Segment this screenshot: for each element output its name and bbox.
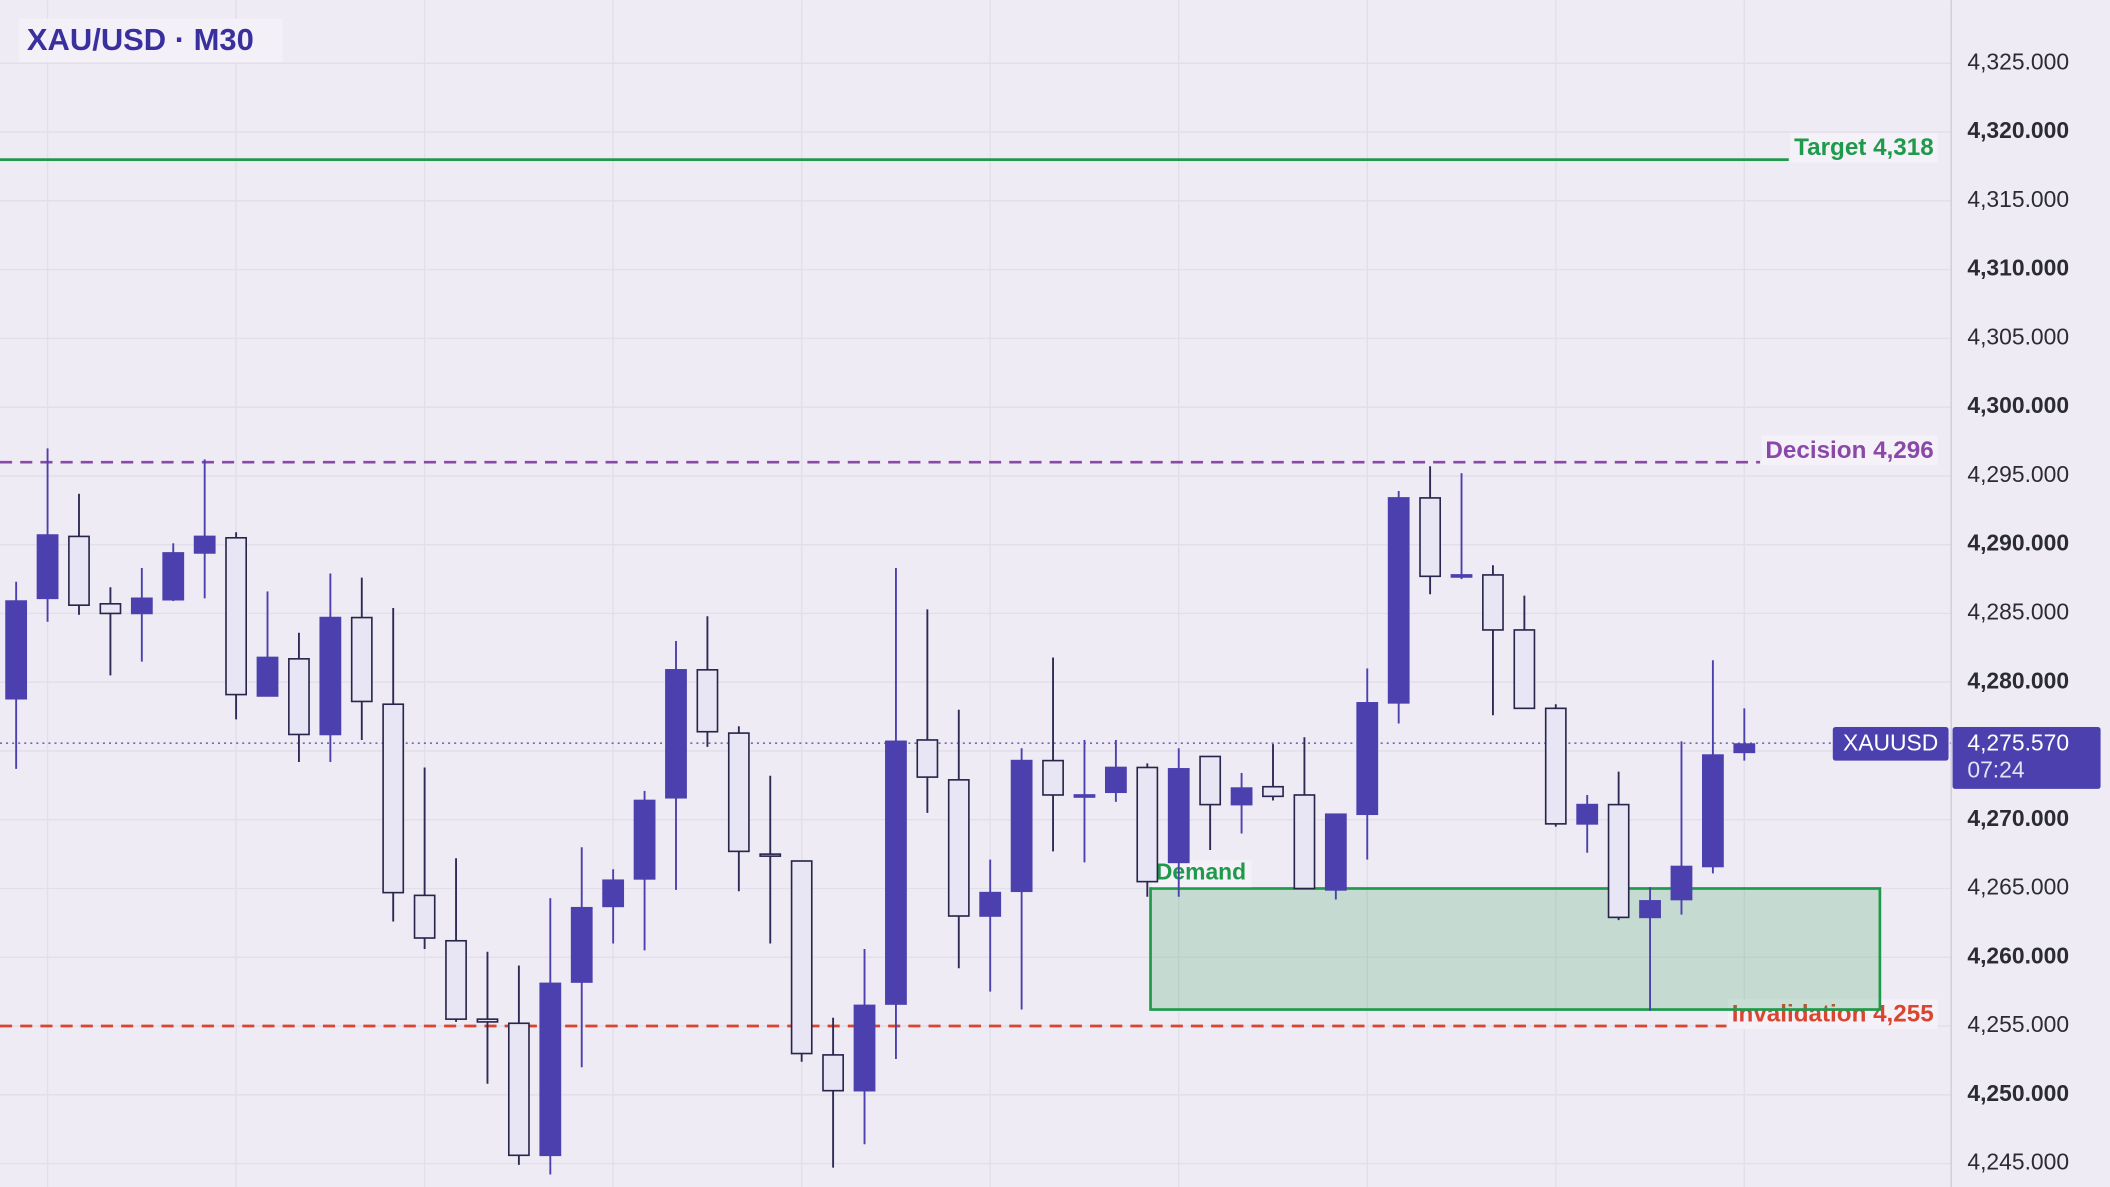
countdown-label: 07:24	[1967, 756, 2024, 782]
candle-body	[1670, 865, 1693, 901]
candle-body	[1293, 794, 1316, 890]
candle-body	[633, 799, 656, 880]
candle-body	[5, 600, 28, 700]
candle-body	[1230, 787, 1253, 806]
zone-label-bg	[1151, 860, 1252, 888]
candle-body	[193, 535, 216, 554]
y-tick-label: 4,250.000	[1967, 1080, 2069, 1106]
candle-body	[1607, 803, 1630, 919]
candle-body	[602, 879, 625, 908]
y-tick-label: 4,295.000	[1967, 461, 2069, 487]
candle-body	[1450, 574, 1473, 578]
y-tick-label: 4,310.000	[1967, 255, 2069, 281]
candle-body	[1701, 754, 1724, 868]
candle-body	[319, 616, 342, 736]
candle-body	[382, 703, 405, 894]
candle-body	[68, 535, 90, 606]
level-label-bg	[1727, 999, 1938, 1029]
candle-body	[1042, 759, 1064, 796]
candle-body	[225, 536, 247, 696]
candle-body	[759, 853, 782, 857]
candle-body	[539, 982, 562, 1157]
candle-body	[665, 669, 687, 799]
candle-body	[853, 1004, 876, 1092]
level-label-bg	[1761, 435, 1938, 466]
y-tick-label: 4,245.000	[1967, 1149, 2069, 1175]
candle-body	[1482, 574, 1504, 631]
price-label: 4,275.570	[1967, 730, 2069, 756]
title-bg	[18, 18, 283, 62]
candle-body	[130, 597, 153, 615]
chart-title: XAU/USD · M30	[27, 22, 254, 57]
candle-body	[727, 732, 750, 853]
candle-body	[1167, 768, 1190, 864]
candle-body	[256, 656, 279, 697]
candle-body	[1513, 629, 1536, 710]
candle-body	[162, 552, 185, 601]
level-label: Target 4,318	[1794, 134, 1934, 161]
candle-body	[1639, 900, 1661, 919]
y-tick-label: 4,285.000	[1967, 598, 2069, 624]
level-label-bg	[1790, 132, 1938, 163]
candle-body	[1104, 766, 1127, 794]
candle-body	[1324, 813, 1347, 891]
candle-body	[885, 740, 907, 1005]
y-tick-label: 4,290.000	[1967, 530, 2069, 556]
candle-body	[916, 739, 939, 778]
y-tick-label: 4,265.000	[1967, 874, 2069, 900]
candle-body	[1733, 743, 1756, 754]
y-tick-label: 4,270.000	[1967, 805, 2069, 831]
candle-body	[350, 616, 373, 703]
y-tick-label: 4,255.000	[1967, 1011, 2069, 1037]
candle-body	[1419, 497, 1442, 578]
y-tick-label: 4,315.000	[1967, 186, 2069, 212]
candle-body	[570, 906, 593, 983]
y-tick-label: 4,320.000	[1967, 117, 2069, 143]
candle-body	[99, 603, 122, 615]
y-tick-label: 4,300.000	[1967, 392, 2069, 418]
candle-body	[288, 658, 310, 736]
candle-body	[1544, 707, 1567, 825]
symbol-tag	[1832, 726, 1949, 761]
candle-body	[413, 894, 436, 939]
candle-body	[696, 669, 719, 733]
y-tick-label: 4,280.000	[1967, 667, 2069, 693]
candle-body	[1073, 794, 1096, 798]
candle-body	[36, 534, 59, 600]
candle-body	[445, 939, 467, 1020]
symbol-label: XAUUSD	[1843, 730, 1938, 756]
candle-body	[1010, 759, 1033, 893]
level-label: Decision 4,296	[1765, 437, 1933, 464]
candle-body	[507, 1022, 530, 1157]
candle-body	[1387, 497, 1410, 704]
candle-body	[1136, 766, 1159, 883]
candle-body	[947, 779, 970, 917]
candle-body	[1576, 803, 1599, 825]
level-label: Invalidation 4,255	[1732, 1001, 1934, 1028]
y-tick-label: 4,325.000	[1967, 48, 2069, 74]
candle-body	[1356, 702, 1379, 816]
candle-body	[822, 1054, 844, 1092]
candle-body	[1199, 755, 1222, 806]
candle-body	[1262, 785, 1284, 798]
price-tag	[1952, 726, 2101, 789]
candle-body	[790, 860, 813, 1055]
y-tick-label: 4,260.000	[1967, 942, 2069, 968]
candle-body	[476, 1018, 499, 1023]
y-tick-label: 4,305.000	[1967, 323, 2069, 349]
demand-zone	[1149, 887, 1882, 1011]
candle-body	[979, 891, 1002, 917]
